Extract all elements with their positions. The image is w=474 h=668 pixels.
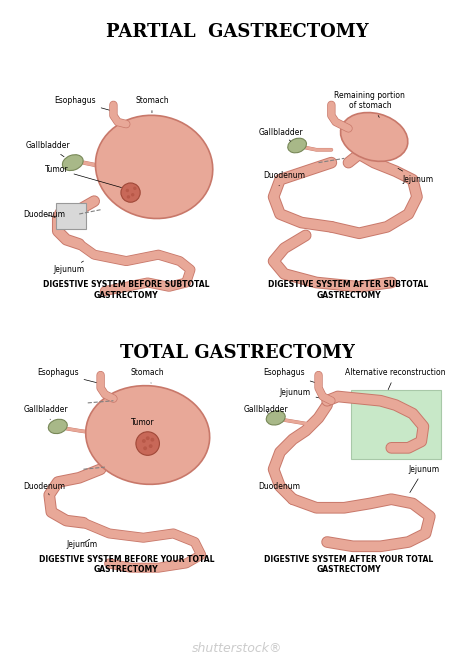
- Circle shape: [121, 183, 140, 202]
- Text: Jejunum: Jejunum: [398, 168, 433, 184]
- Circle shape: [149, 444, 153, 448]
- Text: Gallbladder: Gallbladder: [259, 128, 303, 141]
- Text: Jejunum: Jejunum: [54, 261, 85, 274]
- Circle shape: [131, 193, 135, 196]
- Ellipse shape: [86, 385, 210, 484]
- Ellipse shape: [288, 138, 307, 153]
- Circle shape: [143, 446, 147, 450]
- Text: Duodenum: Duodenum: [259, 482, 301, 491]
- Text: Esophagus: Esophagus: [54, 96, 111, 110]
- Text: DIGESTIVE SYSTEM BEFORE SUBTOTAL
GASTRECTOMY: DIGESTIVE SYSTEM BEFORE SUBTOTAL GASTREC…: [43, 280, 210, 300]
- Text: Jejunum: Jejunum: [279, 387, 328, 400]
- Text: Duodenum: Duodenum: [24, 210, 65, 218]
- Text: Tumor: Tumor: [130, 418, 154, 432]
- Text: PARTIAL  GASTRECTOMY: PARTIAL GASTRECTOMY: [106, 23, 368, 41]
- Text: Stomach: Stomach: [135, 96, 169, 113]
- Circle shape: [126, 189, 129, 192]
- Text: Gallbladder: Gallbladder: [26, 141, 70, 157]
- Circle shape: [142, 439, 146, 443]
- Text: Stomach: Stomach: [131, 369, 164, 383]
- Ellipse shape: [340, 112, 408, 162]
- Ellipse shape: [48, 420, 67, 434]
- Text: Tumor: Tumor: [45, 164, 121, 188]
- Text: TOTAL GASTRECTOMY: TOTAL GASTRECTOMY: [119, 344, 355, 362]
- Circle shape: [136, 432, 159, 456]
- Text: Remaining portion
of stomach: Remaining portion of stomach: [335, 91, 405, 118]
- Text: DIGESTIVE SYSTEM AFTER YOUR TOTAL
GASTRECTOMY: DIGESTIVE SYSTEM AFTER YOUR TOTAL GASTRE…: [264, 554, 433, 574]
- Circle shape: [146, 436, 150, 440]
- FancyBboxPatch shape: [351, 390, 440, 458]
- Ellipse shape: [63, 155, 83, 170]
- Text: shutterstock®: shutterstock®: [192, 642, 282, 655]
- Text: Jejunum: Jejunum: [66, 539, 98, 548]
- Text: Gallbladder: Gallbladder: [244, 405, 288, 413]
- Circle shape: [127, 195, 130, 198]
- Text: Duodenum: Duodenum: [24, 482, 65, 495]
- Text: Esophagus: Esophagus: [264, 369, 316, 383]
- Text: Esophagus: Esophagus: [37, 369, 98, 383]
- Text: Gallbladder: Gallbladder: [24, 405, 68, 420]
- Text: Duodenum: Duodenum: [263, 171, 305, 186]
- Text: Jejunum: Jejunum: [409, 465, 439, 492]
- Text: Alternative reconstruction: Alternative reconstruction: [346, 369, 446, 389]
- Circle shape: [150, 438, 155, 442]
- Ellipse shape: [95, 116, 213, 218]
- Circle shape: [133, 186, 137, 190]
- FancyBboxPatch shape: [55, 203, 86, 229]
- Text: DIGESTIVE SYSTEM BEFORE YOUR TOTAL
GASTRECTOMY: DIGESTIVE SYSTEM BEFORE YOUR TOTAL GASTR…: [38, 554, 214, 574]
- Text: DIGESTIVE SYSTEM AFTER SUBTOTAL
GASTRECTOMY: DIGESTIVE SYSTEM AFTER SUBTOTAL GASTRECT…: [268, 280, 428, 300]
- Ellipse shape: [266, 411, 285, 425]
